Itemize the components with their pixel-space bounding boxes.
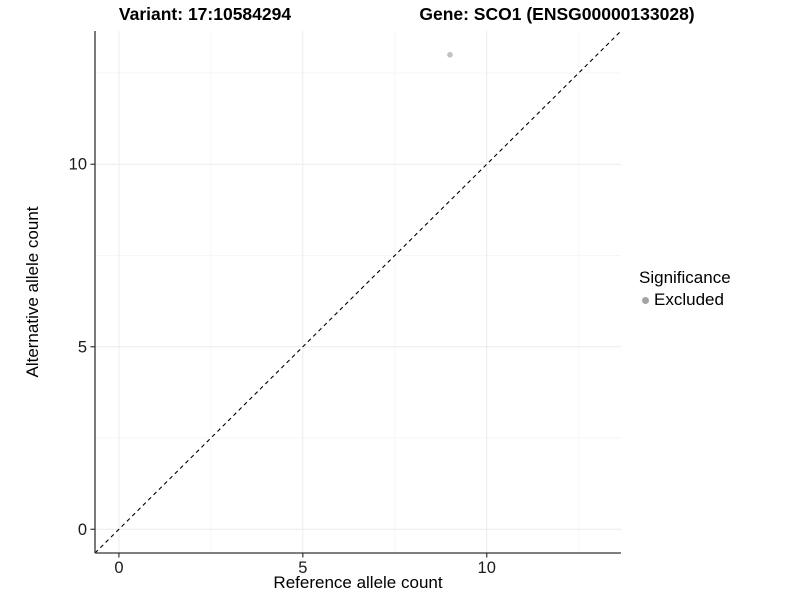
x-tick-label: 10 (478, 559, 496, 577)
legend-item-label: Excluded (654, 290, 724, 309)
identity-line (94, 30, 622, 554)
x-tick-label: 5 (298, 559, 307, 577)
variant-title: Variant: 17:10584294 (118, 4, 292, 24)
x-axis-title: Reference allele count (273, 573, 443, 592)
legend-item-excluded: Excluded (639, 290, 731, 310)
y-axis-title: Alternative allele count (23, 206, 42, 378)
data-point (447, 51, 453, 58)
excluded-point-icon (642, 296, 649, 304)
legend-title: Significance (639, 268, 731, 287)
x-tick-label: 0 (114, 559, 123, 577)
y-tick-label: 5 (78, 338, 87, 356)
legend: Significance Excluded (639, 268, 731, 310)
gene-title: Gene: SCO1 (ENSG00000133028) (419, 4, 695, 24)
y-tick-label: 0 (78, 521, 87, 539)
y-tick-label: 10 (69, 156, 87, 174)
